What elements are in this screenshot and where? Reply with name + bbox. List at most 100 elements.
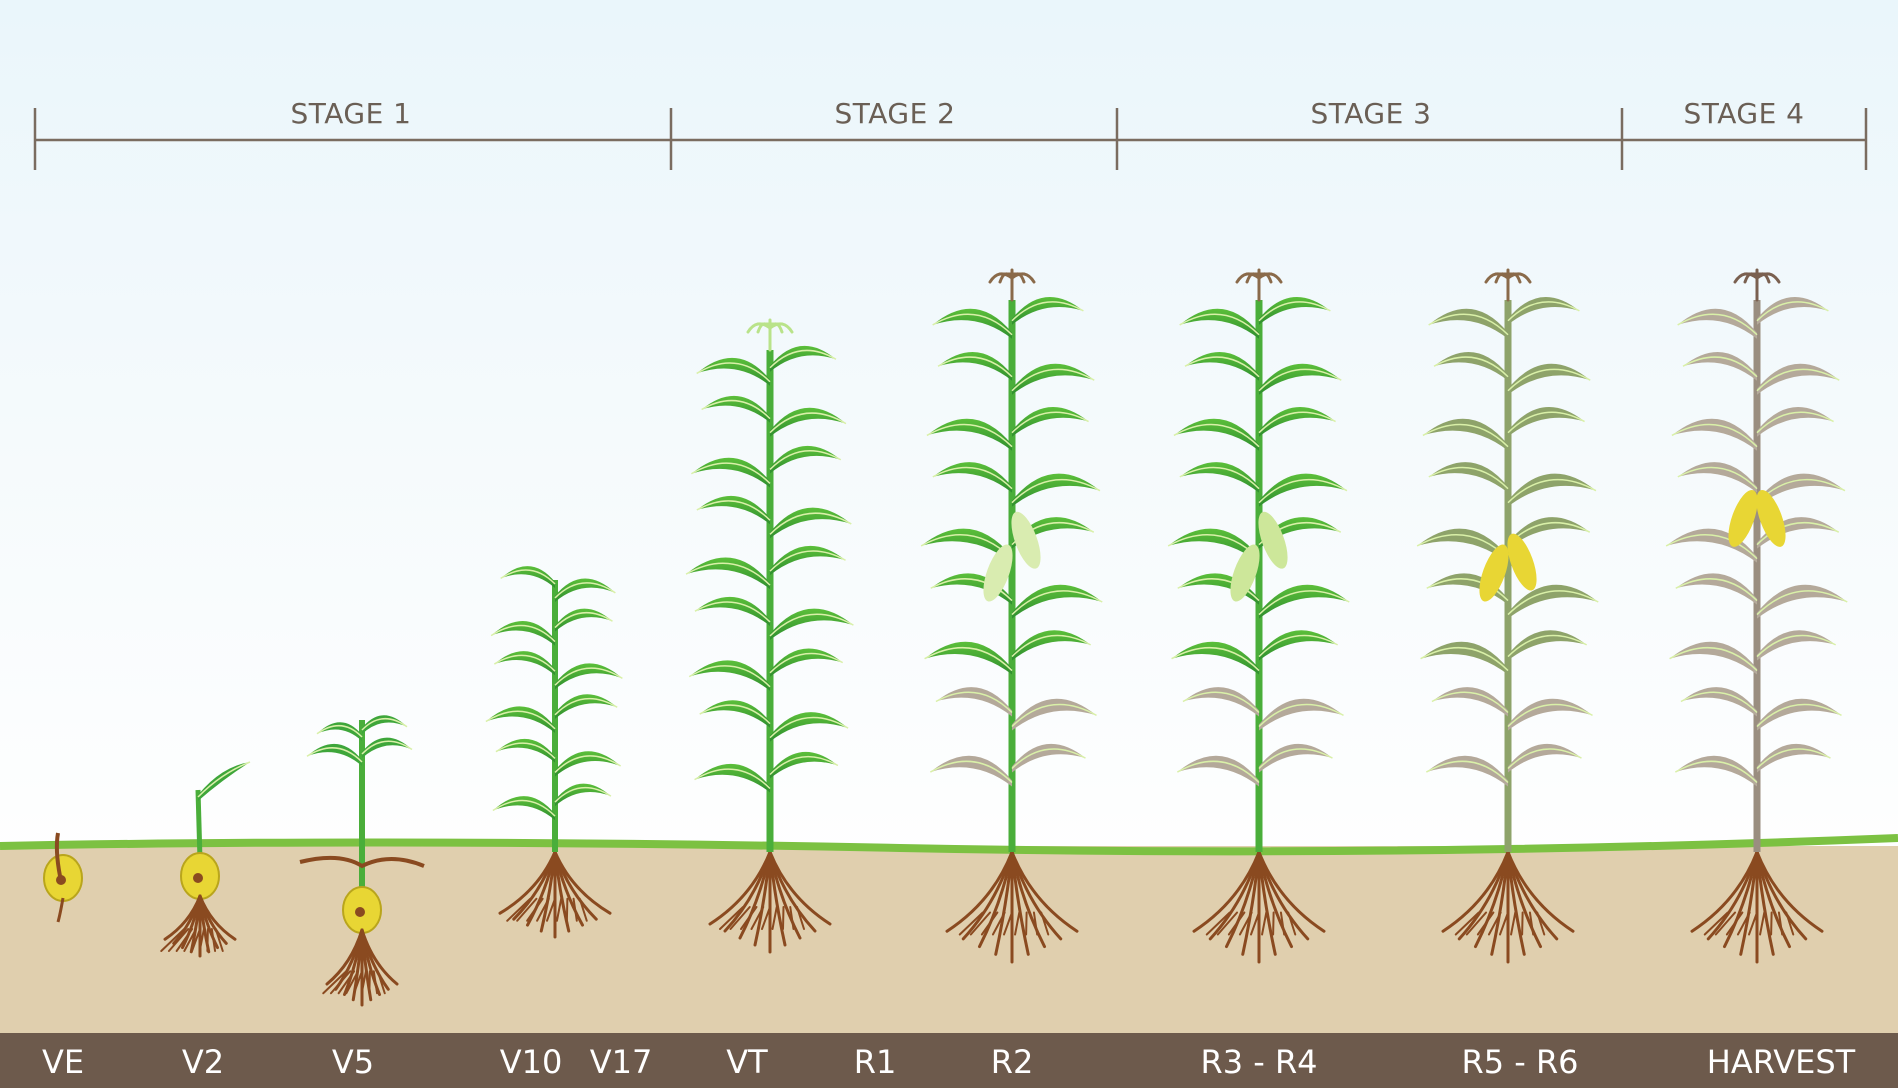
leaf xyxy=(1012,473,1100,507)
roots xyxy=(1192,850,1326,964)
leaf xyxy=(937,352,1012,381)
corn-ear xyxy=(1728,489,1758,547)
corn-ear xyxy=(1230,544,1260,602)
leaf xyxy=(1757,630,1836,661)
leaf xyxy=(1173,418,1259,451)
growth-stage-bar xyxy=(0,1033,1898,1088)
leaf xyxy=(1433,352,1508,381)
leaf xyxy=(770,507,852,539)
leaf xyxy=(1677,308,1757,339)
soil-band xyxy=(0,846,1898,1034)
stage-4-label: STAGE 4 xyxy=(1683,97,1805,130)
stage-timeline xyxy=(33,108,1868,170)
growth-label-v10: V10 xyxy=(499,1043,563,1081)
leaf xyxy=(1259,584,1350,619)
leaf xyxy=(1259,473,1347,507)
leaf xyxy=(1259,363,1342,395)
corn-ear xyxy=(983,544,1013,602)
stage-1-label: STAGE 1 xyxy=(290,97,412,130)
leaf xyxy=(696,495,770,525)
leaf xyxy=(1757,698,1842,731)
growth-label-harvest: HARVEST xyxy=(1706,1043,1856,1081)
leaf xyxy=(1259,698,1344,731)
leaf xyxy=(1757,407,1834,437)
growth-label-r3-r4: R3 - R4 xyxy=(1200,1043,1318,1081)
leaf xyxy=(686,557,770,590)
tassel xyxy=(1484,268,1532,302)
leaf xyxy=(1428,308,1508,339)
leaf xyxy=(689,660,770,691)
leaf xyxy=(926,418,1012,451)
leaf xyxy=(1669,641,1757,675)
leaf xyxy=(770,648,843,677)
growth-label-vt: VT xyxy=(726,1043,768,1081)
plant-harvest xyxy=(1665,268,1848,964)
leaf xyxy=(932,308,1012,339)
growth-label-v5: V5 xyxy=(331,1043,375,1081)
leaf xyxy=(1012,407,1089,437)
leaf xyxy=(1171,641,1259,675)
stage-3-label: STAGE 3 xyxy=(1310,97,1432,130)
tassel xyxy=(746,318,794,352)
leaf xyxy=(1179,308,1259,339)
leaf xyxy=(1012,630,1091,661)
leaf xyxy=(1757,743,1831,773)
leaf xyxy=(1677,462,1757,493)
roots xyxy=(945,850,1079,964)
leaf xyxy=(1675,755,1757,787)
leaf xyxy=(1184,352,1259,381)
plant-vt xyxy=(685,318,854,954)
roots xyxy=(1690,850,1824,964)
stage-2-label: STAGE 2 xyxy=(834,97,956,130)
leaf xyxy=(1757,584,1848,619)
roots xyxy=(498,850,612,939)
leaf xyxy=(691,457,770,488)
corn-ear xyxy=(1258,511,1288,569)
leaf xyxy=(770,545,846,576)
growth-label-v17: V17 xyxy=(589,1043,653,1081)
leaf xyxy=(555,578,616,602)
corn-ear xyxy=(1507,533,1537,591)
leaf xyxy=(1182,687,1259,717)
growth-label-r1: R1 xyxy=(853,1043,897,1081)
leaf xyxy=(1426,755,1508,787)
plant-r1-r2 xyxy=(920,268,1103,964)
leaf xyxy=(1671,418,1757,451)
plant-r3-r4 xyxy=(1167,268,1350,964)
leaf xyxy=(1508,698,1593,731)
tassel xyxy=(988,268,1036,302)
leaf xyxy=(1259,743,1333,773)
ground-line xyxy=(0,834,1898,856)
leaf xyxy=(932,462,1012,493)
growth-label-r2: R2 xyxy=(990,1043,1034,1081)
tassel xyxy=(1733,268,1781,302)
leaf xyxy=(1012,363,1095,395)
leaf xyxy=(930,755,1012,787)
plant-v10-v17 xyxy=(485,566,623,939)
plant-ve xyxy=(43,832,83,923)
corn-ear xyxy=(1756,489,1786,547)
leaf xyxy=(1508,743,1582,773)
leaf xyxy=(924,641,1012,675)
growth-label-r5-r6: R5 - R6 xyxy=(1461,1043,1579,1081)
plant-v2 xyxy=(160,761,251,958)
leaf xyxy=(1012,743,1086,773)
plant-r5-r6 xyxy=(1416,268,1599,964)
leaf xyxy=(1259,630,1338,661)
leaf xyxy=(1431,687,1508,717)
leaf xyxy=(1012,698,1097,731)
corn-ear xyxy=(1479,544,1509,602)
leaf xyxy=(198,762,250,801)
roots xyxy=(322,928,399,1007)
leaf xyxy=(770,712,849,742)
leaf xyxy=(1259,407,1336,437)
leaf xyxy=(1675,573,1757,605)
roots xyxy=(1441,850,1575,964)
leaf xyxy=(1422,418,1508,451)
leaf xyxy=(770,608,854,640)
leaf xyxy=(1420,641,1508,675)
leaf xyxy=(1680,687,1757,717)
leaf xyxy=(1508,630,1587,661)
